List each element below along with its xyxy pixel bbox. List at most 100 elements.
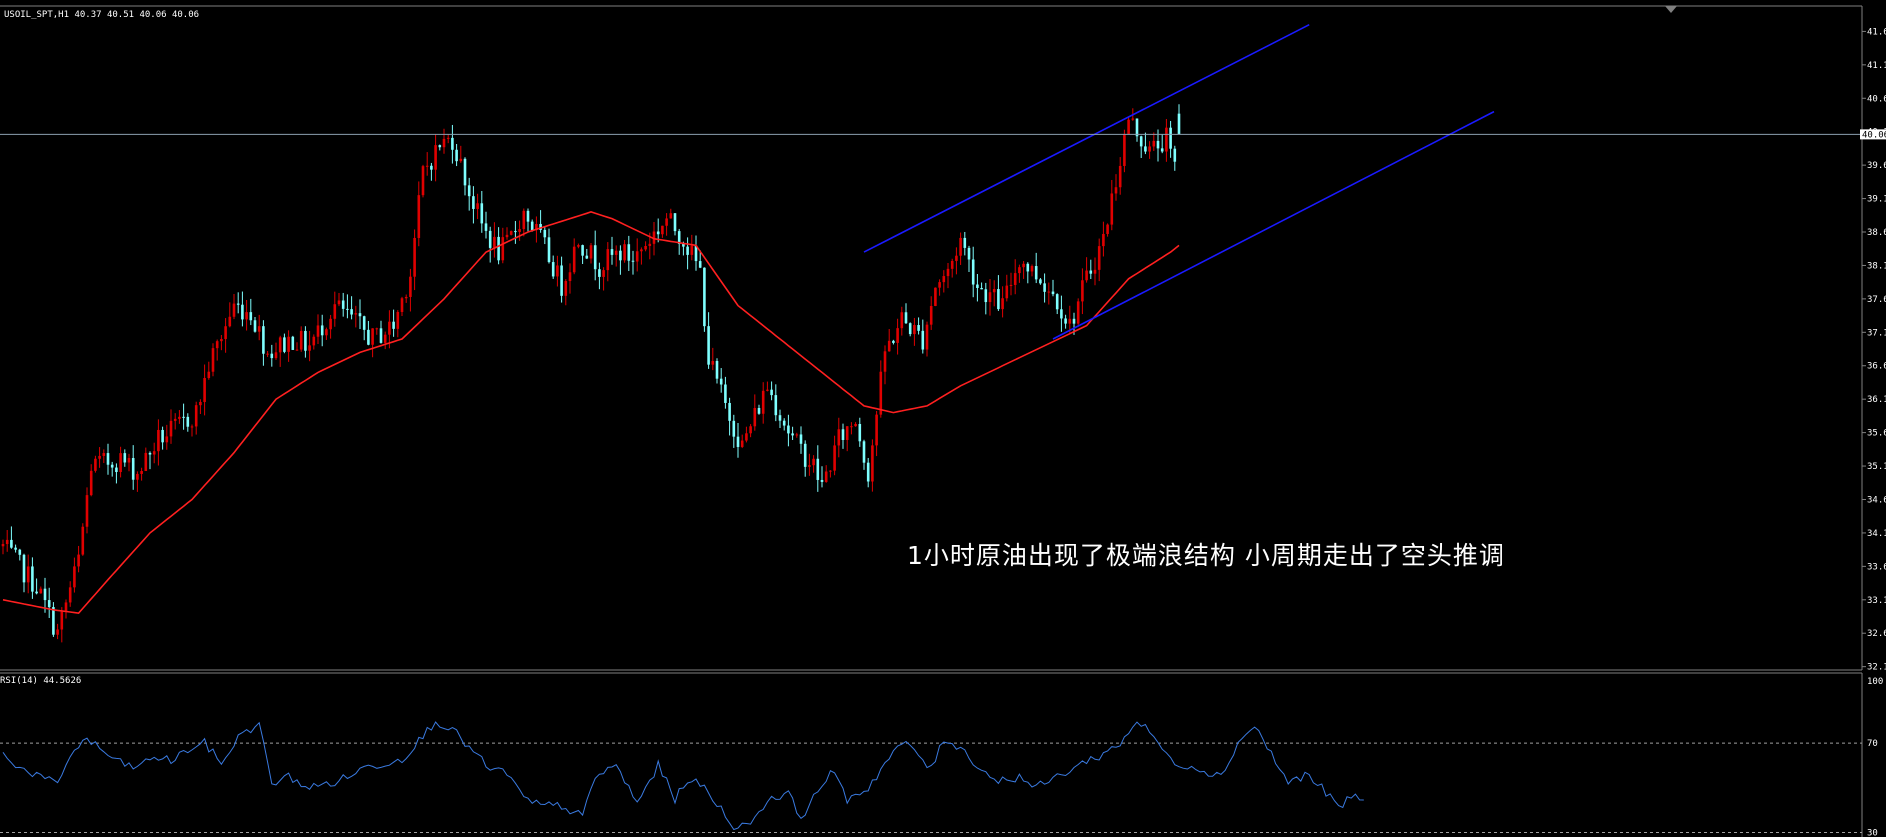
- candle: [1118, 157, 1122, 195]
- candle: [73, 557, 76, 593]
- candle-body: [442, 138, 446, 148]
- candle: [761, 382, 765, 424]
- candle: [644, 241, 647, 252]
- candle-body: [455, 149, 458, 162]
- candle: [665, 213, 668, 236]
- candle: [1106, 223, 1109, 237]
- candle: [766, 381, 769, 392]
- candle: [1026, 262, 1030, 284]
- candle-body: [656, 231, 660, 235]
- candle: [434, 134, 437, 182]
- candle: [740, 434, 744, 449]
- candle: [404, 294, 408, 303]
- candle-body: [526, 210, 530, 222]
- candle: [22, 553, 26, 593]
- candle-body: [26, 566, 30, 583]
- candle-body: [299, 330, 303, 350]
- candle: [123, 449, 127, 467]
- candle-body: [152, 451, 156, 455]
- price-tick-label: 36.1: [1867, 395, 1886, 405]
- candle-body: [346, 308, 349, 310]
- candle: [635, 238, 639, 272]
- candle: [522, 208, 526, 237]
- candle-body: [648, 243, 652, 246]
- candle: [291, 335, 295, 350]
- candle: [392, 309, 395, 337]
- candle-body: [56, 629, 59, 635]
- candle-body: [467, 185, 471, 197]
- candle-body: [333, 304, 337, 319]
- candle-body: [148, 452, 152, 455]
- candle: [959, 232, 962, 265]
- candle: [539, 210, 542, 233]
- candle: [782, 418, 786, 431]
- price-tick-label: 33.6: [1867, 562, 1886, 572]
- shift-marker-icon[interactable]: [1665, 6, 1677, 13]
- candle-body: [682, 243, 685, 247]
- candle-body: [245, 312, 248, 320]
- candle-body: [459, 158, 463, 162]
- candle-body: [535, 223, 538, 231]
- candle-body: [610, 249, 614, 255]
- candle: [127, 453, 131, 472]
- candle-body: [719, 378, 723, 385]
- candle: [904, 303, 908, 324]
- candle-body: [354, 313, 358, 315]
- candle-body: [522, 210, 526, 230]
- candle-body: [778, 415, 782, 421]
- candle-body: [371, 328, 374, 345]
- candle: [547, 228, 551, 264]
- candle: [526, 208, 530, 232]
- candle: [1064, 314, 1067, 329]
- candle: [745, 426, 748, 443]
- candle: [724, 376, 727, 409]
- candle: [690, 234, 694, 261]
- candle-body: [1110, 193, 1114, 225]
- candle-body: [770, 389, 773, 396]
- candle-body: [572, 246, 576, 273]
- candle: [1068, 305, 1072, 333]
- candle-body: [640, 249, 643, 252]
- candle-body: [1005, 285, 1009, 299]
- candle: [60, 607, 64, 643]
- candle: [577, 243, 580, 249]
- candle-body: [757, 407, 761, 414]
- candle-body: [963, 237, 967, 248]
- candle-body: [787, 425, 790, 434]
- candle: [5, 530, 9, 552]
- candle: [719, 368, 723, 393]
- candle: [1001, 286, 1004, 318]
- candle-body: [1043, 283, 1046, 292]
- candle-body: [430, 165, 433, 170]
- candle: [241, 291, 244, 327]
- candle: [955, 247, 958, 275]
- candle: [585, 248, 589, 260]
- candle: [1165, 118, 1168, 162]
- candle: [812, 455, 815, 473]
- candle-body: [186, 416, 190, 427]
- candle: [551, 255, 555, 279]
- candle-body: [997, 289, 1000, 310]
- candle-body: [816, 458, 820, 480]
- candle-body: [950, 260, 954, 269]
- candle: [341, 292, 345, 317]
- candle-body: [824, 471, 828, 482]
- candle: [455, 144, 458, 167]
- candle-body: [577, 245, 580, 247]
- candle: [883, 345, 887, 385]
- candle-body: [31, 566, 34, 592]
- candle-body: [614, 250, 618, 255]
- candle-body: [329, 318, 332, 330]
- candle: [85, 487, 89, 534]
- candle: [467, 177, 471, 211]
- candle: [421, 164, 425, 198]
- candle: [236, 292, 240, 314]
- candle-body: [451, 137, 454, 150]
- candle: [1034, 252, 1038, 284]
- candle-body: [367, 329, 370, 345]
- candle: [1177, 104, 1181, 135]
- candle-body: [207, 371, 211, 379]
- candle-body: [820, 479, 824, 482]
- candle-body: [1060, 309, 1063, 319]
